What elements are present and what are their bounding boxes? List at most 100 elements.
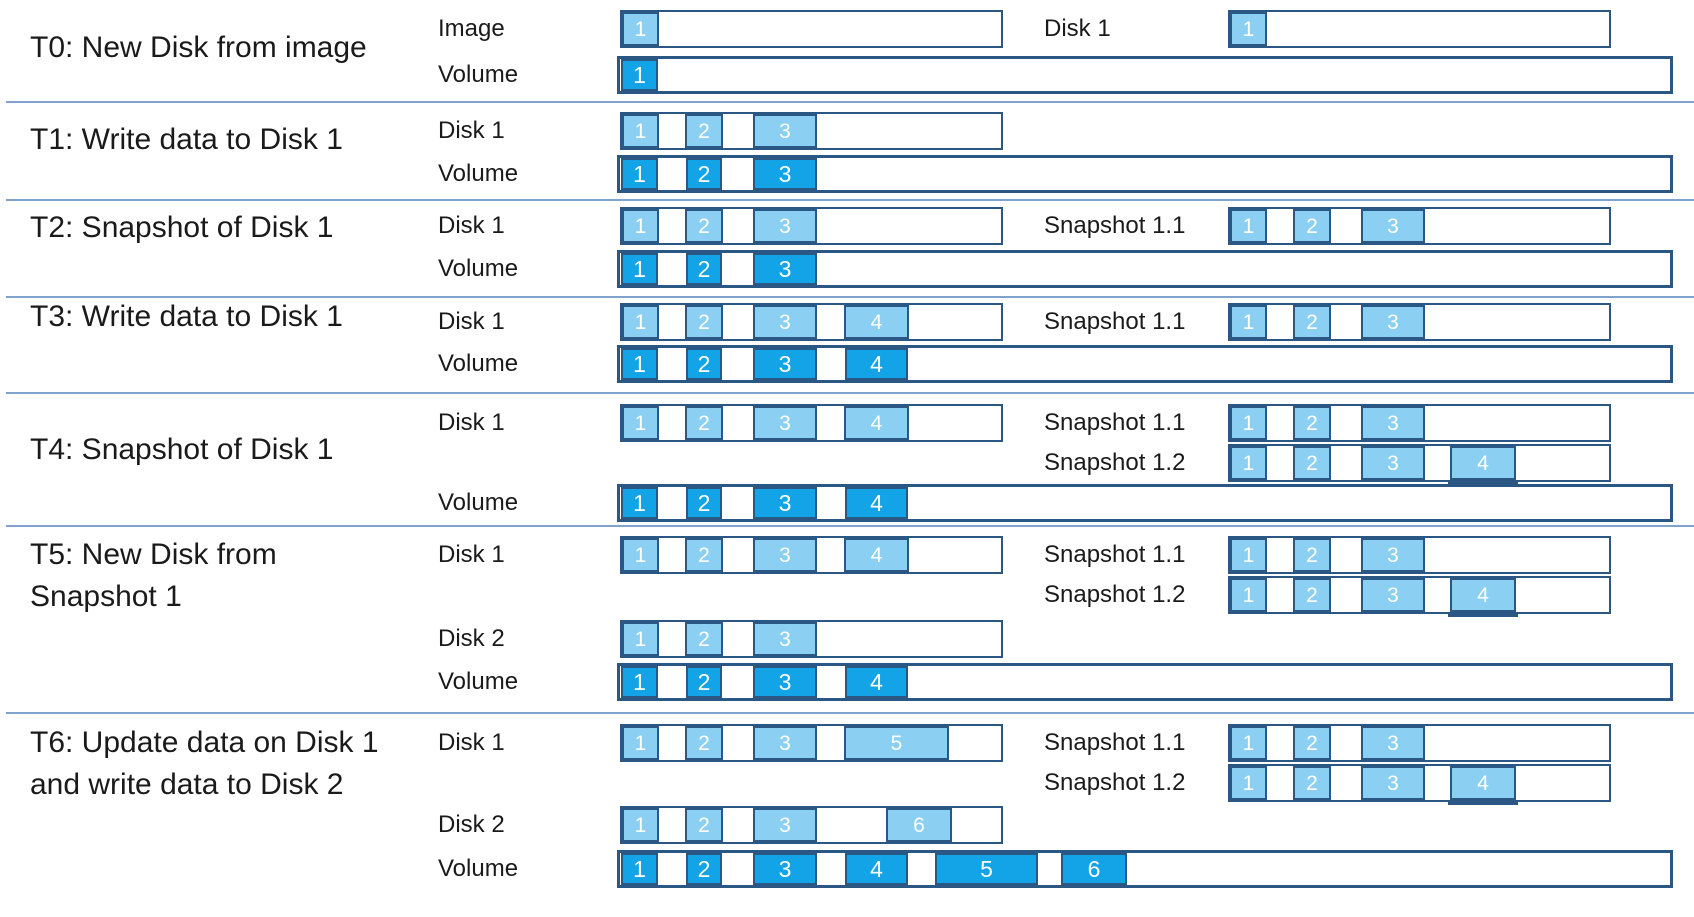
data-block-1: 1 <box>622 726 659 760</box>
section-t5-title-line-1: T5: New Disk from <box>30 538 277 571</box>
block-4-underline-mark <box>1448 480 1518 485</box>
section-t6-title-line-2: and write data to Disk 2 <box>30 768 344 801</box>
section-t3-title-line-1: T3: Write data to Disk 1 <box>30 300 343 333</box>
data-block-3: 3 <box>1361 766 1425 800</box>
t6-volume-bar: 1 2 3 4 5 6 <box>617 850 1673 888</box>
data-block-3-number: 3 <box>779 214 791 238</box>
data-block-3-number: 3 <box>1387 583 1399 607</box>
data-block-3: 3 <box>1361 305 1425 339</box>
t0-disk-1-bar: 1 <box>1228 10 1611 48</box>
data-block-2-number: 2 <box>1306 411 1318 435</box>
t2-snapshot-1-1-label: Snapshot 1.1 <box>1044 212 1186 239</box>
t5-snapshot-1-2-label: Snapshot 1.2 <box>1044 581 1186 608</box>
data-block-2-number: 2 <box>698 731 710 755</box>
data-block-3: 3 <box>753 666 817 698</box>
data-block-4: 4 <box>844 538 909 572</box>
t5-disk-2-label: Disk 2 <box>438 625 505 652</box>
data-block-3: 3 <box>753 808 817 842</box>
data-block-1: 1 <box>621 348 658 380</box>
data-block-3: 3 <box>753 348 817 380</box>
data-block-2-number: 2 <box>697 350 711 377</box>
data-block-4: 4 <box>845 348 908 380</box>
data-block-1: 1 <box>622 622 659 656</box>
t4-disk-1-bar: 1 2 3 4 <box>620 404 1003 442</box>
data-block-1: 1 <box>622 538 659 572</box>
data-block-1: 1 <box>621 59 658 91</box>
data-block-3-number: 3 <box>1387 771 1399 795</box>
section-divider-1 <box>6 101 1694 103</box>
t4-snapshot-1-2-bar: 1 2 3 4 <box>1228 444 1611 485</box>
section-divider-6 <box>6 712 1694 714</box>
data-block-2: 2 <box>685 726 723 760</box>
data-block-2-number: 2 <box>698 543 710 567</box>
data-block-3-number: 3 <box>778 668 792 695</box>
data-block-1-number: 1 <box>633 350 646 377</box>
t1-disk-1-label: Disk 1 <box>438 117 505 144</box>
t6-disk-2-bar: 1 2 3 6 <box>620 806 1003 844</box>
data-block-1-number: 1 <box>634 310 647 334</box>
data-block-1-number: 1 <box>633 61 646 88</box>
data-block-2-number: 2 <box>1306 310 1318 334</box>
t0-disk-1-label: Disk 1 <box>1044 15 1111 42</box>
data-block-1-number: 1 <box>633 668 646 695</box>
data-block-5: 5 <box>844 726 949 760</box>
data-block-2: 2 <box>685 114 723 148</box>
data-block-3: 3 <box>753 622 817 656</box>
data-block-2: 2 <box>685 808 723 842</box>
data-block-1: 1 <box>622 406 659 440</box>
data-block-1-number: 1 <box>634 119 647 143</box>
block-4-underline-mark <box>1448 612 1518 617</box>
data-block-1: 1 <box>622 209 659 243</box>
data-block-3: 3 <box>1361 538 1425 572</box>
data-block-2: 2 <box>686 487 722 519</box>
data-block-2: 2 <box>686 853 722 885</box>
data-block-3: 3 <box>753 305 817 339</box>
data-block-1-number: 1 <box>634 17 647 41</box>
data-block-4-number: 4 <box>870 411 883 435</box>
data-block-2: 2 <box>686 666 722 698</box>
t5-snapshot-1-1-bar: 1 2 3 <box>1228 536 1611 574</box>
t6-snapshot-1-1-bar: 1 2 3 <box>1228 724 1611 762</box>
data-block-1: 1 <box>1230 209 1267 243</box>
data-block-2: 2 <box>1293 209 1331 243</box>
data-block-3: 3 <box>1361 209 1425 243</box>
data-block-4-number: 4 <box>870 855 883 882</box>
data-block-3: 3 <box>1361 578 1425 612</box>
data-block-3: 3 <box>753 114 817 148</box>
data-block-3-number: 3 <box>1387 731 1399 755</box>
section-divider-3 <box>6 296 1694 298</box>
data-block-1-number: 1 <box>1242 583 1255 607</box>
block-4-underline-mark <box>1448 800 1518 805</box>
data-block-1: 1 <box>621 853 658 885</box>
data-block-1: 1 <box>1230 726 1267 760</box>
t6-snapshot-1-1-label: Snapshot 1.1 <box>1044 729 1186 756</box>
data-block-3-number: 3 <box>1387 411 1399 435</box>
data-block-2: 2 <box>685 538 723 572</box>
section-t2-title-line-1: T2: Snapshot of Disk 1 <box>30 211 334 244</box>
data-block-2-number: 2 <box>698 627 710 651</box>
data-block-2: 2 <box>685 406 723 440</box>
data-block-1-number: 1 <box>634 214 647 238</box>
t2-volume-bar: 1 2 3 <box>617 250 1673 288</box>
t4-snapshot-1-1-bar: 1 2 3 <box>1228 404 1611 442</box>
t5-volume-bar: 1 2 3 4 <box>617 663 1673 701</box>
t2-disk-1-label: Disk 1 <box>438 212 505 239</box>
data-block-1-number: 1 <box>633 489 646 516</box>
t6-volume-label: Volume <box>438 855 519 882</box>
data-block-3: 3 <box>753 853 817 885</box>
data-block-3-number: 3 <box>778 489 792 516</box>
data-block-4: 4 <box>844 305 909 339</box>
data-block-3: 3 <box>753 406 817 440</box>
data-block-1: 1 <box>1230 538 1267 572</box>
data-block-2: 2 <box>1293 446 1331 480</box>
data-block-1-number: 1 <box>634 543 647 567</box>
t2-disk-1-bar: 1 2 3 <box>620 207 1003 245</box>
t4-volume-bar: 1 2 3 4 <box>617 484 1673 522</box>
data-block-3: 3 <box>753 209 817 243</box>
t3-snapshot-1-1-bar: 1 2 3 <box>1228 303 1611 341</box>
data-block-1-number: 1 <box>1242 451 1255 475</box>
section-divider-5 <box>6 525 1694 527</box>
data-block-3-number: 3 <box>778 255 792 282</box>
data-block-2-number: 2 <box>1306 731 1318 755</box>
section-divider-2 <box>6 199 1694 201</box>
